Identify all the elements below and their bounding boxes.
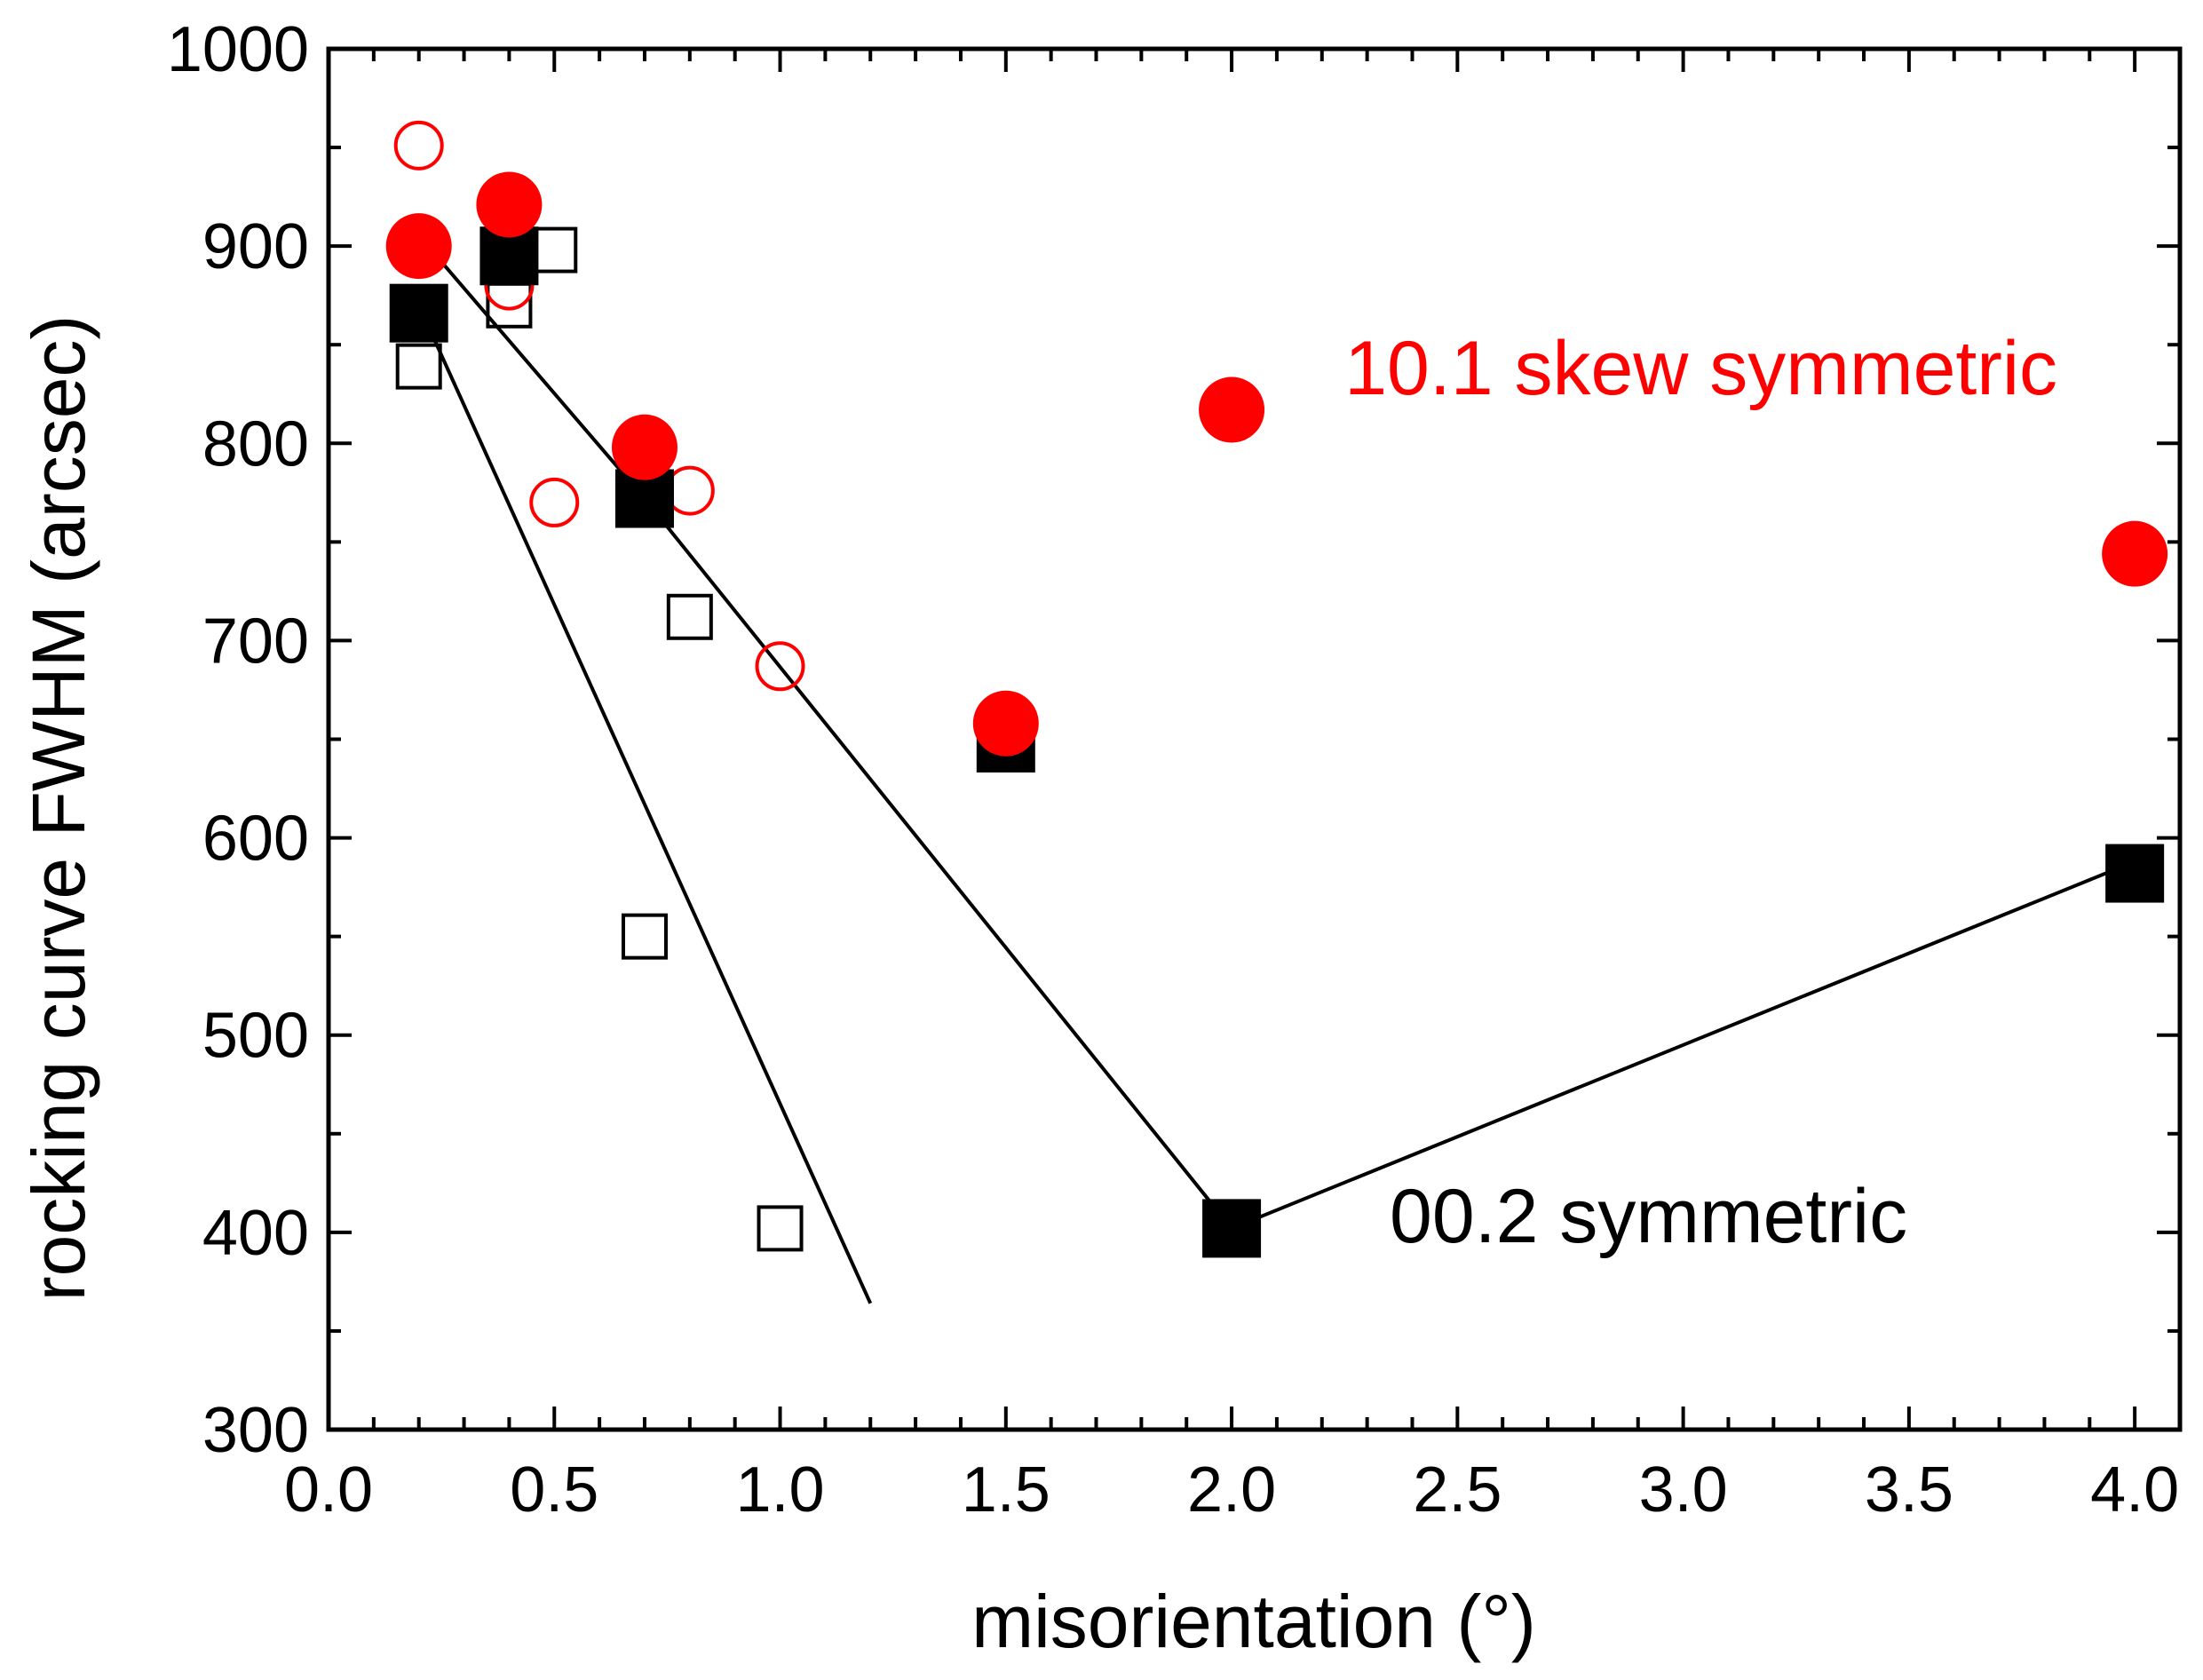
annotation-skew: 10.1 skew symmetric <box>1344 326 2057 411</box>
data-point-circle-filled <box>611 414 678 480</box>
x-tick-label: 0.5 <box>510 1454 598 1525</box>
data-point-circle-filled <box>1199 376 1265 443</box>
y-tick-label: 300 <box>202 1395 309 1466</box>
x-tick-label: 3.0 <box>1639 1454 1728 1525</box>
y-tick-label: 1000 <box>167 14 309 85</box>
data-point-circle-open <box>529 477 580 527</box>
y-tick-label: 500 <box>202 1001 309 1072</box>
data-point-square-filled <box>1202 1199 1262 1258</box>
data-point-circle-open <box>393 120 444 170</box>
data-point-square-open <box>757 1205 804 1252</box>
x-tick-label: 4.0 <box>2090 1454 2179 1525</box>
y-tick-label: 600 <box>202 804 309 875</box>
y-tick-label: 400 <box>202 1198 309 1269</box>
y-tick-label: 700 <box>202 606 309 677</box>
data-point-square-open <box>531 226 578 273</box>
data-point-circle-filled <box>972 690 1039 757</box>
x-tick-label: 2.5 <box>1413 1454 1502 1525</box>
x-tick-label: 2.0 <box>1187 1454 1276 1525</box>
tick-labels: 0.0 0.5 1.0 1.5 2.0 2.5 3.0 3.5 4.0 300 400 500 600 7… <box>167 14 2179 1525</box>
x-tick-label: 1.5 <box>962 1454 1050 1525</box>
x-tick-label: 1.0 <box>735 1454 824 1525</box>
data-point-square-filled <box>389 283 448 343</box>
annotation-symmetric: 00.2 symmetric <box>1390 1174 1907 1259</box>
fit-line-fit-steep <box>416 304 873 1304</box>
x-tick-label: 0.0 <box>284 1454 373 1525</box>
fit-lines <box>416 244 2136 1304</box>
data-point-circle-filled <box>476 171 543 238</box>
data-point-square-open <box>666 593 713 640</box>
y-tick-label: 800 <box>202 408 309 479</box>
data-point-square-open <box>621 913 668 960</box>
x-tick-label: 3.5 <box>1865 1454 1953 1525</box>
data-point-square-open <box>395 343 442 390</box>
y-tick-label: 900 <box>202 211 309 282</box>
data-markers <box>385 120 2168 1258</box>
x-axis-title: misorientation (°) <box>971 1580 1536 1663</box>
data-point-circle-filled <box>385 213 452 280</box>
y-axis-title: rocking curve FWHM (arcsec) <box>17 315 100 1302</box>
data-point-circle-filled <box>2102 520 2168 587</box>
data-point-square-filled <box>2105 844 2165 903</box>
fit-line-fit-main <box>426 244 2136 1231</box>
axis-ticks <box>327 47 2182 1431</box>
data-point-circle-open <box>755 641 805 692</box>
